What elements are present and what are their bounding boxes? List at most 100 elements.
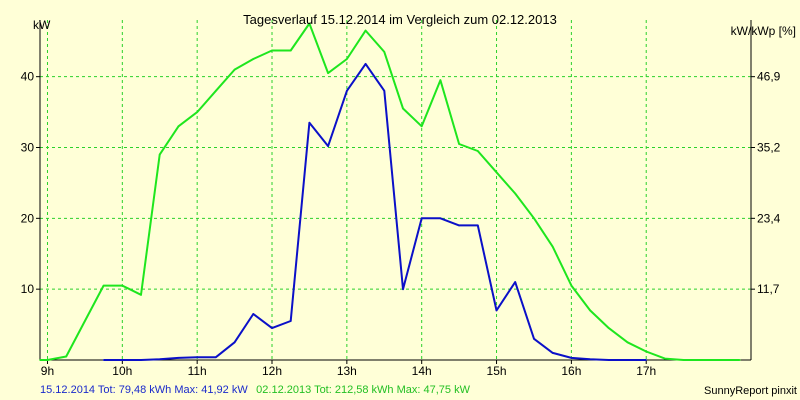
data-point	[514, 192, 517, 195]
data-point	[608, 327, 610, 329]
data-point	[420, 125, 423, 128]
data-point	[570, 357, 573, 359]
data-point	[626, 359, 629, 361]
y-tick-label-right: 11,7	[757, 282, 780, 296]
data-point	[589, 358, 591, 361]
data-point	[589, 309, 591, 312]
x-tick-label: 16h	[561, 364, 581, 378]
data-point	[140, 294, 142, 296]
data-point	[289, 320, 292, 322]
data-point	[720, 359, 722, 361]
plot-area	[40, 20, 751, 360]
data-point	[327, 145, 329, 147]
data-point	[514, 281, 517, 283]
y-tick-label-right: 23,4	[757, 211, 781, 225]
data-point	[233, 341, 236, 344]
data-point	[121, 284, 124, 287]
data-point	[140, 359, 142, 361]
data-point	[402, 107, 404, 110]
series-15.12.2014	[102, 62, 648, 361]
series2-summary: 02.12.2013 Tot: 212,58 kWh Max: 47,75 kW	[256, 384, 470, 396]
series-line	[103, 62, 647, 361]
data-point	[439, 79, 442, 82]
data-point	[158, 153, 161, 156]
data-point	[215, 90, 217, 92]
data-point	[121, 359, 124, 361]
x-tick-label: 10h	[112, 364, 132, 378]
data-point	[102, 359, 105, 361]
series1-summary: 15.12.2014 Tot: 79,48 kWh Max: 41,92 kW	[40, 384, 248, 396]
y-axis-right-label: kW/kWp [%]	[731, 24, 796, 38]
data-point	[308, 121, 311, 124]
y-axis-left-label: kW	[33, 18, 51, 32]
data-point	[645, 359, 648, 361]
y-tick-label-left: 10	[21, 282, 35, 296]
data-point	[364, 29, 367, 32]
data-point	[364, 63, 367, 65]
data-point	[402, 288, 404, 290]
data-point	[495, 309, 498, 312]
data-point	[252, 58, 255, 60]
data-point	[84, 320, 86, 322]
series-02.12.2013	[39, 22, 741, 361]
data-point	[233, 68, 236, 71]
data-point	[570, 284, 573, 287]
data-point	[458, 224, 460, 227]
data-point	[551, 245, 554, 248]
y-tick-label-right: 35,2	[757, 141, 781, 155]
data-point	[664, 357, 666, 360]
y-tick-label-left: 20	[21, 211, 35, 225]
data-point	[158, 358, 161, 361]
x-tick-label: 13h	[337, 364, 357, 378]
data-point	[346, 90, 348, 92]
x-tick-label: 15h	[487, 364, 507, 378]
legend-summary: 15.12.2014 Tot: 79,48 kWh Max: 41,92 kW …	[40, 380, 471, 397]
data-point	[177, 357, 180, 359]
chart-title: Tagesverlauf 15.12.2014 im Vergleich zum…	[243, 12, 557, 27]
data-point	[477, 150, 479, 152]
tick-labels: 9h 10h 11h 12h 13h 14h 15h 16h 17h 10 20 30 40 11,7 23…	[21, 70, 781, 378]
y-tick-label-left: 40	[21, 70, 35, 84]
data-point	[215, 356, 217, 358]
data-point	[252, 313, 255, 315]
x-tick-label: 17h	[636, 364, 656, 378]
data-point	[46, 359, 49, 361]
x-tick-label: 12h	[262, 364, 282, 378]
data-point	[738, 359, 741, 361]
data-point	[346, 58, 348, 60]
data-point	[383, 90, 386, 92]
x-tick-label: 9h	[41, 364, 54, 378]
data-point	[196, 356, 198, 358]
data-point	[271, 49, 273, 52]
data-point	[289, 49, 292, 52]
data-point	[39, 359, 41, 361]
data-series	[39, 22, 741, 361]
data-point	[420, 217, 423, 220]
x-tick-label: 11h	[188, 364, 207, 378]
data-point	[645, 350, 648, 353]
data-point	[458, 143, 460, 145]
data-point	[533, 217, 535, 220]
data-point	[383, 51, 386, 53]
data-point	[551, 352, 554, 354]
data-point	[327, 72, 329, 74]
data-point	[495, 171, 498, 174]
data-point	[65, 355, 67, 358]
data-point	[102, 284, 105, 287]
data-point	[608, 359, 610, 361]
data-point	[439, 217, 442, 220]
x-tick-label: 14h	[412, 364, 432, 378]
data-point	[477, 224, 479, 227]
y-tick-label-left: 30	[21, 141, 35, 155]
data-point	[682, 359, 685, 361]
data-point	[533, 337, 535, 340]
y-tick-label-right: 46,9	[757, 70, 781, 84]
data-point	[196, 111, 198, 113]
data-point	[271, 327, 273, 329]
credit-label: SunnyReport pinxit	[704, 385, 797, 397]
data-point	[177, 125, 180, 128]
data-point	[626, 341, 629, 344]
data-point	[308, 22, 311, 25]
data-point	[701, 359, 704, 361]
